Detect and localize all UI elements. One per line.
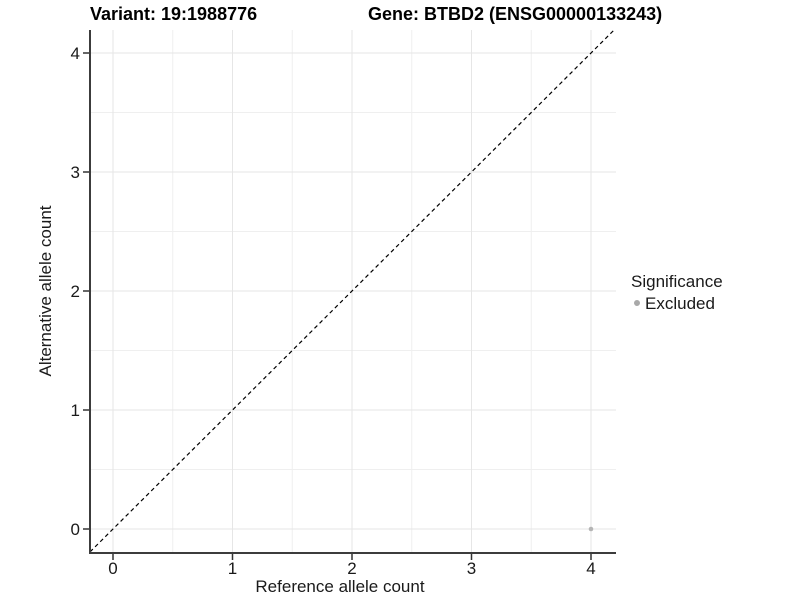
legend-item-excluded: Excluded xyxy=(631,294,723,314)
variant-title: Variant: 19:1988776 xyxy=(90,4,258,24)
gene-title: Gene: BTBD2 (ENSG00000133243) xyxy=(368,4,663,24)
legend-item-label: Excluded xyxy=(645,293,715,313)
y-axis-title: Alternative allele count xyxy=(36,205,55,377)
point-swatch-icon xyxy=(634,300,640,307)
x-axis-title: Reference allele count xyxy=(255,577,425,596)
y-tick-label: 0 xyxy=(71,520,80,539)
y-tick-label: 3 xyxy=(71,163,80,182)
legend-title: Significance xyxy=(631,272,723,291)
legend: Significance Excluded xyxy=(631,272,723,313)
x-tick-label: 0 xyxy=(108,559,117,578)
data-point xyxy=(588,526,594,532)
x-tick-label: 1 xyxy=(228,559,237,578)
y-tick-label: 2 xyxy=(71,282,80,301)
identity-line xyxy=(89,29,615,553)
x-tick-label: 3 xyxy=(467,559,476,578)
y-tick-label: 4 xyxy=(71,44,80,63)
y-tick-label: 1 xyxy=(71,401,80,420)
x-tick-label: 4 xyxy=(586,559,595,578)
x-tick-label: 2 xyxy=(347,559,356,578)
